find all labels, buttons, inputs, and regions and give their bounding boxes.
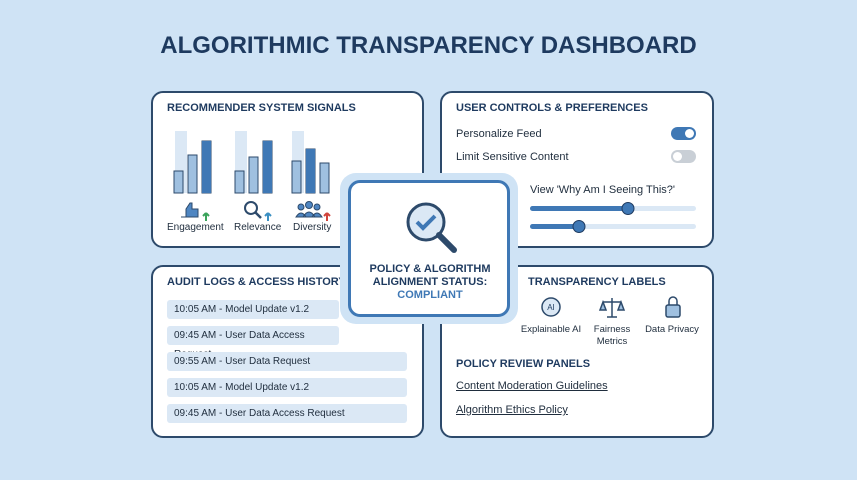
slider-label: View 'Why Am I Seeing This?' xyxy=(530,184,676,196)
toggle-label: Limit Sensitive Content xyxy=(456,151,569,163)
log-entry: 10:05 AM - Model Update v1.2 xyxy=(167,378,407,397)
status-value: COMPLIANT xyxy=(397,289,463,301)
signal-graphics xyxy=(173,131,331,221)
label-caption: Explainable AI xyxy=(520,324,582,335)
svg-text:AI: AI xyxy=(547,303,555,312)
page-title: ALGORITHMIC TRANSPARENCY DASHBOARD xyxy=(160,32,697,59)
toggle-label: Personalize Feed xyxy=(456,128,542,140)
status-label: POLICY & ALGORITHM ALIGNMENT STATUS: xyxy=(369,263,491,288)
panel-title: TRANSPARENCY LABELS xyxy=(528,276,666,288)
log-entry: 09:55 AM - User Data Request xyxy=(167,352,407,371)
label-caption: Fairness Metrics xyxy=(593,324,631,347)
status-icon xyxy=(406,202,457,253)
label-caption: Data Privacy xyxy=(645,324,699,335)
toggle[interactable] xyxy=(671,150,696,163)
policy-link[interactable]: Algorithm Ethics Policy xyxy=(456,404,568,416)
panel-title: AUDIT LOGS & ACCESS HISTORY xyxy=(167,276,346,288)
signal-label: Engagement xyxy=(167,222,224,233)
log-entry: 10:05 AM - Model Update v1.2 xyxy=(167,300,339,319)
log-entry: 09:45 AM - User Data Access Request xyxy=(167,404,407,423)
signal-label: Relevance xyxy=(234,222,282,233)
toggle[interactable] xyxy=(671,127,696,140)
panel-title: RECOMMENDER SYSTEM SIGNALS xyxy=(167,102,356,114)
sliders[interactable] xyxy=(525,198,705,238)
panel-title: POLICY REVIEW PANELS xyxy=(456,358,591,370)
log-entry: 09:45 AM - User Data Access Request xyxy=(167,326,339,360)
label-icons: AI xyxy=(541,296,681,318)
signal-label: Diversity xyxy=(293,222,332,233)
policy-link[interactable]: Content Moderation Guidelines xyxy=(456,380,608,392)
panel-title: USER CONTROLS & PREFERENCES xyxy=(456,102,648,114)
